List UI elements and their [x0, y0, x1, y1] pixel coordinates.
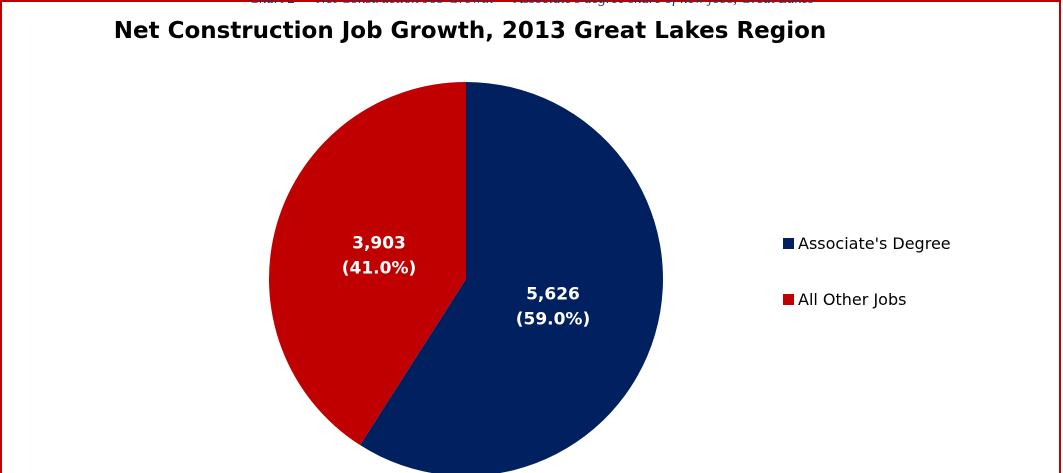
pie-slice-associates-degree: [360, 82, 663, 473]
pie-slices: [269, 82, 663, 473]
slice-value-label-all-other-jobs: 3,903: [352, 234, 406, 254]
legend-item-all-other-jobs: All Other Jobs: [783, 288, 951, 310]
legend-label-all-other-jobs: All Other Jobs: [798, 289, 907, 309]
pie-labels: 5,626 (59.0%) 3,903 (41.0%): [342, 234, 591, 330]
figure-caption: Chart 2 — Net Construction Job Growth — …: [0, 0, 1063, 8]
slice-percent-label-all-other-jobs: (41.0%): [342, 259, 417, 279]
legend-swatch-associates-degree: [783, 237, 794, 249]
legend-label-associates-degree: Associate's Degree: [798, 233, 951, 253]
legend-item-associates-degree: Associate's Degree: [783, 232, 951, 254]
legend-swatch-all-other-jobs: [783, 293, 794, 305]
slice-value-label-associates-degree: 5,626: [526, 284, 580, 304]
chart-title: Net Construction Job Growth, 2013 Great …: [113, 18, 827, 44]
pie-slice-all-other-jobs: [269, 82, 466, 446]
slice-percent-label-associates-degree: (59.0%): [516, 309, 591, 329]
legend: Associate's Degree All Other Jobs: [783, 232, 951, 344]
